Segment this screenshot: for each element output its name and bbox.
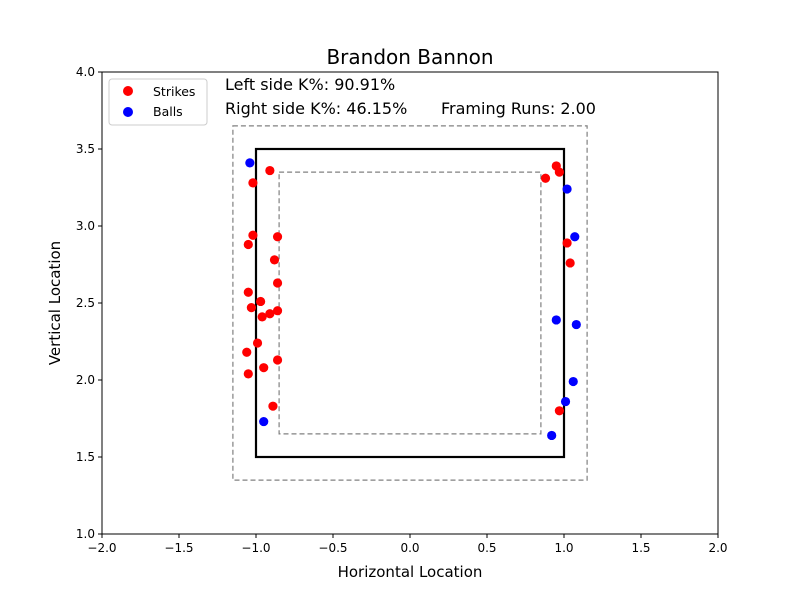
strike-point — [272, 306, 283, 316]
strike-point — [269, 255, 280, 265]
strike-point — [272, 232, 283, 242]
x-tick-label: 1.0 — [554, 541, 573, 555]
x-tick-label: −2.0 — [87, 541, 116, 555]
ball-point — [560, 396, 571, 407]
strike-zone-boundary — [254, 147, 566, 459]
y-tick-label: 1.5 — [76, 450, 95, 464]
points-layer — [242, 158, 581, 441]
strike-point — [272, 355, 283, 365]
x-tick-label: 1.5 — [631, 541, 650, 555]
x-axis-label: Horizontal Location — [338, 563, 483, 581]
strike-point — [259, 363, 269, 373]
strike-point — [243, 239, 253, 250]
strike-point — [554, 167, 564, 177]
strike-point — [540, 173, 551, 183]
y-tick-label: 2.5 — [76, 296, 95, 310]
strike-point — [257, 312, 267, 322]
y-tick-label: 4.0 — [76, 65, 95, 79]
x-axis-ticks: −2.0 −1.5 −1.0 −0.5 0.0 0.5 1.0 1.5 2.0 — [87, 534, 728, 555]
legend: Strikes Balls — [108, 78, 208, 126]
ball-point — [245, 158, 255, 168]
ball-point — [551, 315, 561, 325]
x-tick-label: −1.0 — [241, 541, 270, 555]
ball-point — [568, 376, 578, 387]
inner-zone-boundary — [278, 171, 542, 435]
strike-point — [554, 406, 564, 416]
legend-box — [108, 78, 208, 126]
legend-label-strikes: Strikes — [153, 84, 195, 99]
legend-marker-strikes — [123, 86, 133, 96]
y-axis-ticks: 1.0 1.5 2.0 2.5 3.0 3.5 4.0 — [76, 65, 102, 541]
ball-point — [259, 416, 269, 427]
y-tick-label: 2.0 — [76, 373, 95, 387]
strike-point — [562, 238, 572, 248]
strike-point — [252, 338, 263, 348]
strike-point — [265, 165, 275, 176]
strike-point — [268, 401, 278, 411]
y-axis-label: Vertical Location — [46, 241, 64, 365]
x-tick-label: −0.5 — [318, 541, 347, 555]
framing-runs-annotation: Framing Runs: 2.00 — [441, 99, 596, 118]
ball-point — [547, 430, 557, 441]
strike-point — [243, 369, 253, 379]
strike-point — [248, 178, 258, 188]
right-side-k-annotation: Right side K%: 46.15% — [225, 99, 407, 118]
x-tick-label: 0.0 — [400, 541, 419, 555]
y-tick-label: 3.5 — [76, 142, 95, 156]
legend-label-balls: Balls — [153, 104, 183, 119]
strike-point — [256, 296, 266, 307]
x-tick-label: 2.0 — [708, 541, 727, 555]
zone-layer — [232, 125, 588, 481]
chart-title: Brandon Bannon — [326, 45, 493, 69]
strike-point — [565, 258, 575, 268]
strike-point — [248, 230, 258, 240]
strike-point — [265, 309, 275, 319]
legend-marker-balls — [123, 107, 133, 117]
left-side-k-annotation: Left side K%: 90.91% — [225, 75, 395, 94]
strike-point — [246, 303, 256, 313]
x-tick-label: −1.5 — [164, 541, 193, 555]
strike-point — [243, 287, 253, 297]
strike-point — [272, 278, 283, 288]
strike-point — [242, 347, 252, 357]
ball-point — [571, 319, 581, 330]
ball-point — [562, 184, 572, 194]
x-tick-label: 0.5 — [477, 541, 496, 555]
y-tick-label: 3.0 — [76, 219, 95, 233]
ball-point — [570, 232, 580, 242]
y-tick-label: 1.0 — [76, 527, 95, 541]
outer-zone-boundary — [232, 125, 588, 481]
